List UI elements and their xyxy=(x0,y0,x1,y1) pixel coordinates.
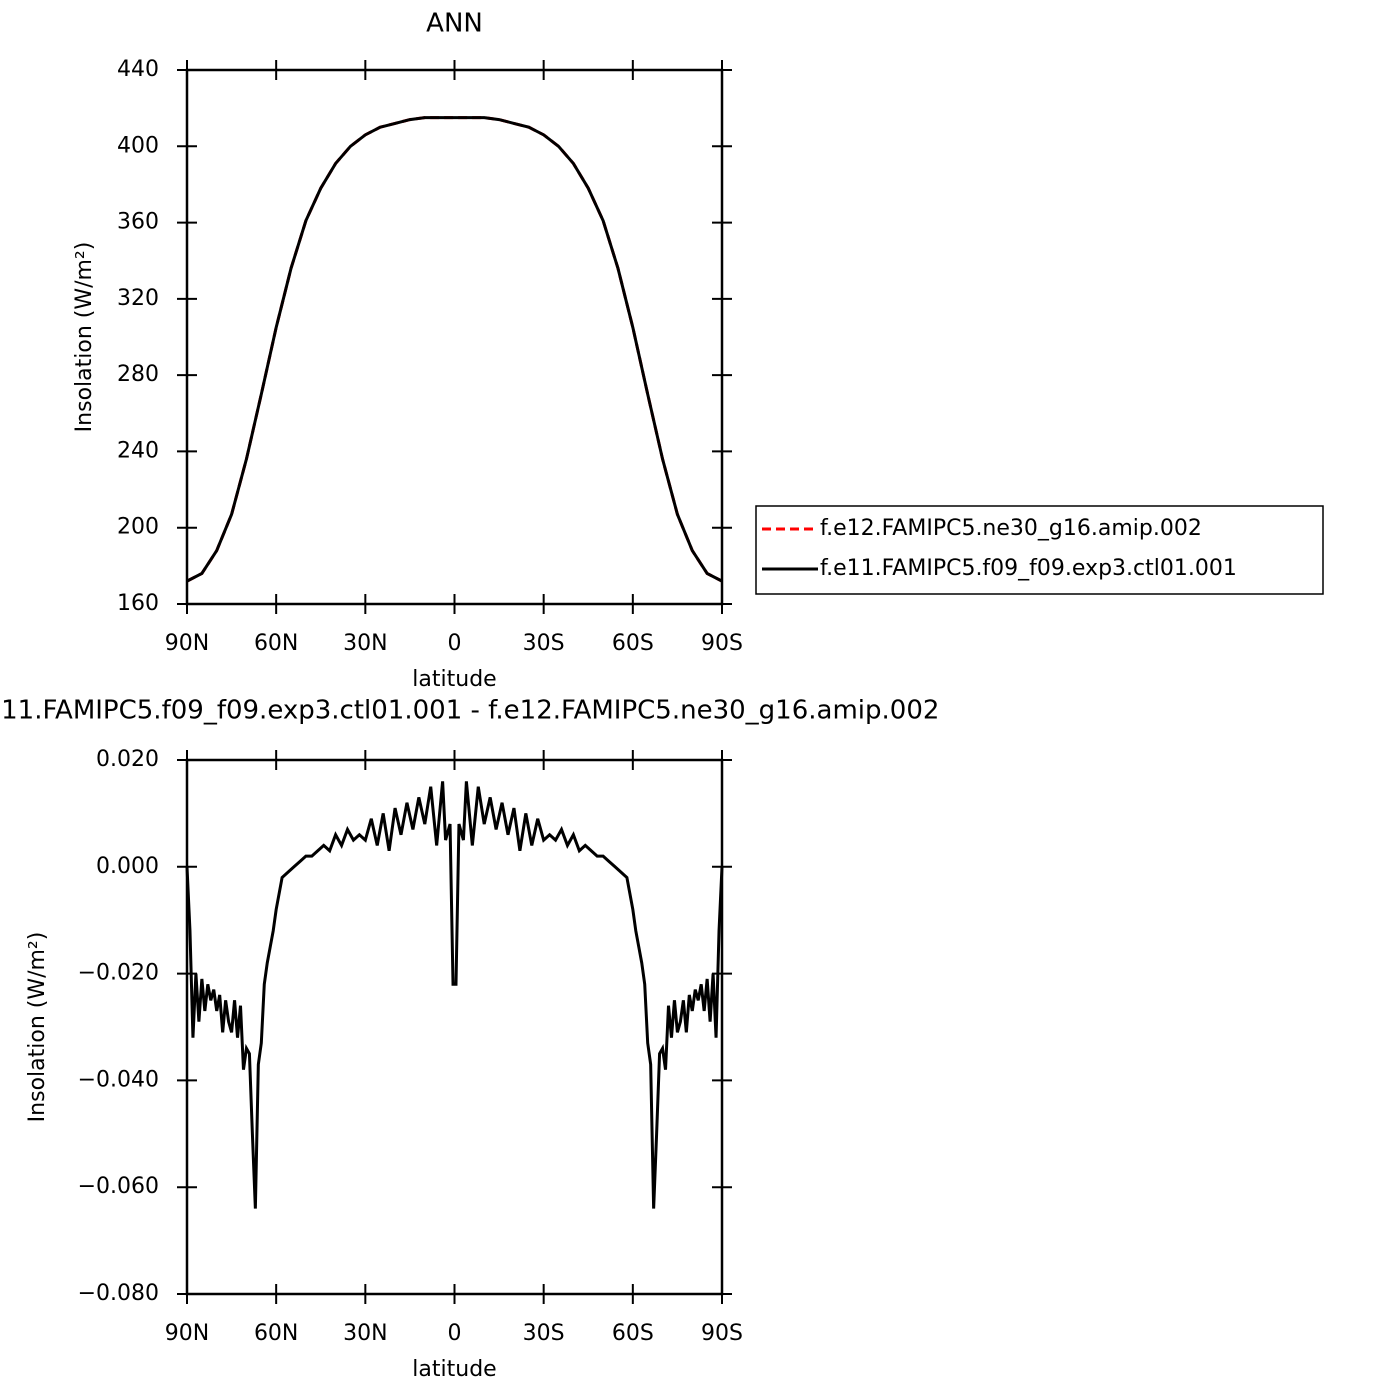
y-tick-label: 200 xyxy=(117,515,159,540)
chart-title: ANN xyxy=(426,9,483,39)
y-axis-label: Insolation (W/m²) xyxy=(72,242,97,433)
y-tick-label: 360 xyxy=(117,210,159,235)
x-tick-label: 90S xyxy=(701,631,743,656)
x-tick-label: 90N xyxy=(165,631,209,656)
y-tick-label: −0.040 xyxy=(78,1067,159,1092)
y-tick-label: 0.000 xyxy=(96,854,159,879)
x-tick-label: 30S xyxy=(523,1321,565,1346)
x-tick-label: 30N xyxy=(343,631,387,656)
data-line xyxy=(185,781,724,1209)
legend-box xyxy=(755,505,1324,595)
legend-label: f.e11.FAMIPC5.f09_f09.exp3.ctl01.001 xyxy=(820,556,1237,581)
x-tick-label: 60N xyxy=(254,631,298,656)
y-tick-label: 320 xyxy=(117,286,159,311)
x-axis-label: latitude xyxy=(412,1357,496,1382)
y-tick-label: 440 xyxy=(117,57,159,82)
x-axis-label: latitude xyxy=(412,667,496,692)
data-line xyxy=(186,116,723,583)
x-tick-label: 60S xyxy=(612,1321,654,1346)
legend-label: f.e12.FAMIPC5.ne30_g16.amip.002 xyxy=(820,516,1202,541)
y-tick-label: 160 xyxy=(117,591,159,616)
plot-frame xyxy=(185,68,724,606)
x-tick-label: 60N xyxy=(254,1321,298,1346)
x-tick-label: 30S xyxy=(523,631,565,656)
y-tick-label: −0.020 xyxy=(78,961,159,986)
x-tick-label: 90N xyxy=(165,1321,209,1346)
x-tick-label: 30N xyxy=(343,1321,387,1346)
plot-frame xyxy=(185,758,724,1296)
y-tick-label: −0.080 xyxy=(78,1281,159,1306)
y-tick-label: −0.060 xyxy=(78,1174,159,1199)
chart-title: f.e11.FAMIPC5.f09_f09.exp3.ctl01.001 - f… xyxy=(0,696,939,726)
y-tick-label: 0.020 xyxy=(96,747,159,772)
y-tick-label: 400 xyxy=(117,133,159,158)
x-tick-label: 90S xyxy=(701,1321,743,1346)
y-axis-label: Insolation (W/m²) xyxy=(25,932,50,1123)
y-tick-label: 280 xyxy=(117,362,159,387)
y-tick-label: 240 xyxy=(117,438,159,463)
data-line xyxy=(186,116,723,583)
x-tick-label: 0 xyxy=(448,631,462,656)
x-tick-label: 0 xyxy=(448,1321,462,1346)
x-tick-label: 60S xyxy=(612,631,654,656)
